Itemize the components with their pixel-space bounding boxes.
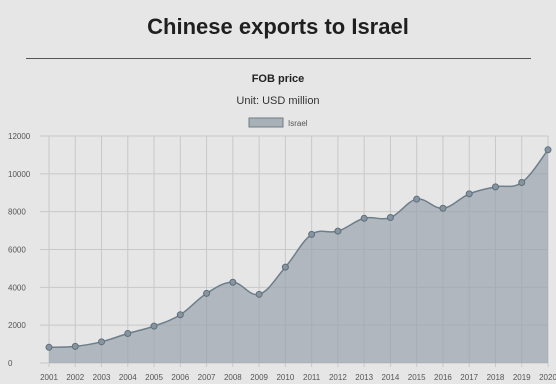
x-tick-label: 2015 bbox=[408, 373, 426, 382]
data-point bbox=[229, 278, 237, 286]
x-tick-label: 2017 bbox=[460, 373, 478, 382]
x-tick-label: 2007 bbox=[198, 373, 216, 382]
data-point bbox=[124, 329, 132, 337]
legend-label: Israel bbox=[288, 119, 308, 128]
x-tick-label: 2008 bbox=[224, 373, 242, 382]
chart-title: FOB price bbox=[251, 73, 305, 85]
y-tick-label: 10000 bbox=[8, 170, 31, 179]
page-title: Chinese exports to Israel bbox=[147, 14, 409, 39]
y-tick-label: 0 bbox=[8, 359, 13, 368]
data-point bbox=[439, 204, 447, 212]
y-tick-label: 8000 bbox=[8, 208, 26, 217]
legend-swatch bbox=[248, 117, 284, 128]
x-tick-label: 2018 bbox=[487, 373, 505, 382]
x-tick-label: 2009 bbox=[250, 373, 268, 382]
data-point bbox=[203, 289, 211, 297]
data-point bbox=[360, 214, 368, 222]
data-point bbox=[413, 195, 421, 203]
data-point bbox=[544, 146, 552, 154]
data-point bbox=[71, 342, 79, 350]
x-tick-label: 2014 bbox=[382, 373, 400, 382]
data-point bbox=[518, 179, 526, 187]
data-point bbox=[465, 190, 473, 198]
data-point bbox=[308, 230, 316, 238]
chart-subtitle: Unit: USD million bbox=[236, 95, 320, 107]
x-tick-label: 2016 bbox=[434, 373, 452, 382]
data-point bbox=[334, 227, 342, 235]
x-tick-label: 2012 bbox=[329, 373, 347, 382]
x-tick-label: 2002 bbox=[66, 373, 84, 382]
series-area-israel bbox=[49, 149, 548, 363]
x-tick-label: 2004 bbox=[119, 373, 137, 382]
data-point bbox=[150, 322, 158, 330]
data-point bbox=[386, 214, 394, 222]
data-point bbox=[45, 343, 53, 351]
x-tick-label: 2001 bbox=[40, 373, 58, 382]
y-tick-label: 6000 bbox=[8, 246, 26, 255]
x-tick-label: 2020 bbox=[539, 373, 556, 382]
x-tick-label: 2010 bbox=[276, 373, 294, 382]
data-point bbox=[176, 311, 184, 319]
data-point bbox=[98, 338, 106, 346]
y-tick-label: 4000 bbox=[8, 283, 26, 292]
x-tick-label: 2013 bbox=[355, 373, 373, 382]
x-tick-label: 2005 bbox=[145, 373, 163, 382]
x-tick-label: 2011 bbox=[303, 373, 321, 382]
data-point bbox=[255, 290, 263, 298]
x-tick-label: 2019 bbox=[513, 373, 531, 382]
y-tick-label: 2000 bbox=[8, 321, 26, 330]
x-tick-label: 2003 bbox=[93, 373, 111, 382]
title-divider bbox=[26, 58, 531, 59]
y-tick-label: 12000 bbox=[8, 132, 31, 141]
data-point bbox=[491, 183, 499, 191]
data-point bbox=[281, 263, 289, 271]
x-tick-label: 2006 bbox=[171, 373, 189, 382]
